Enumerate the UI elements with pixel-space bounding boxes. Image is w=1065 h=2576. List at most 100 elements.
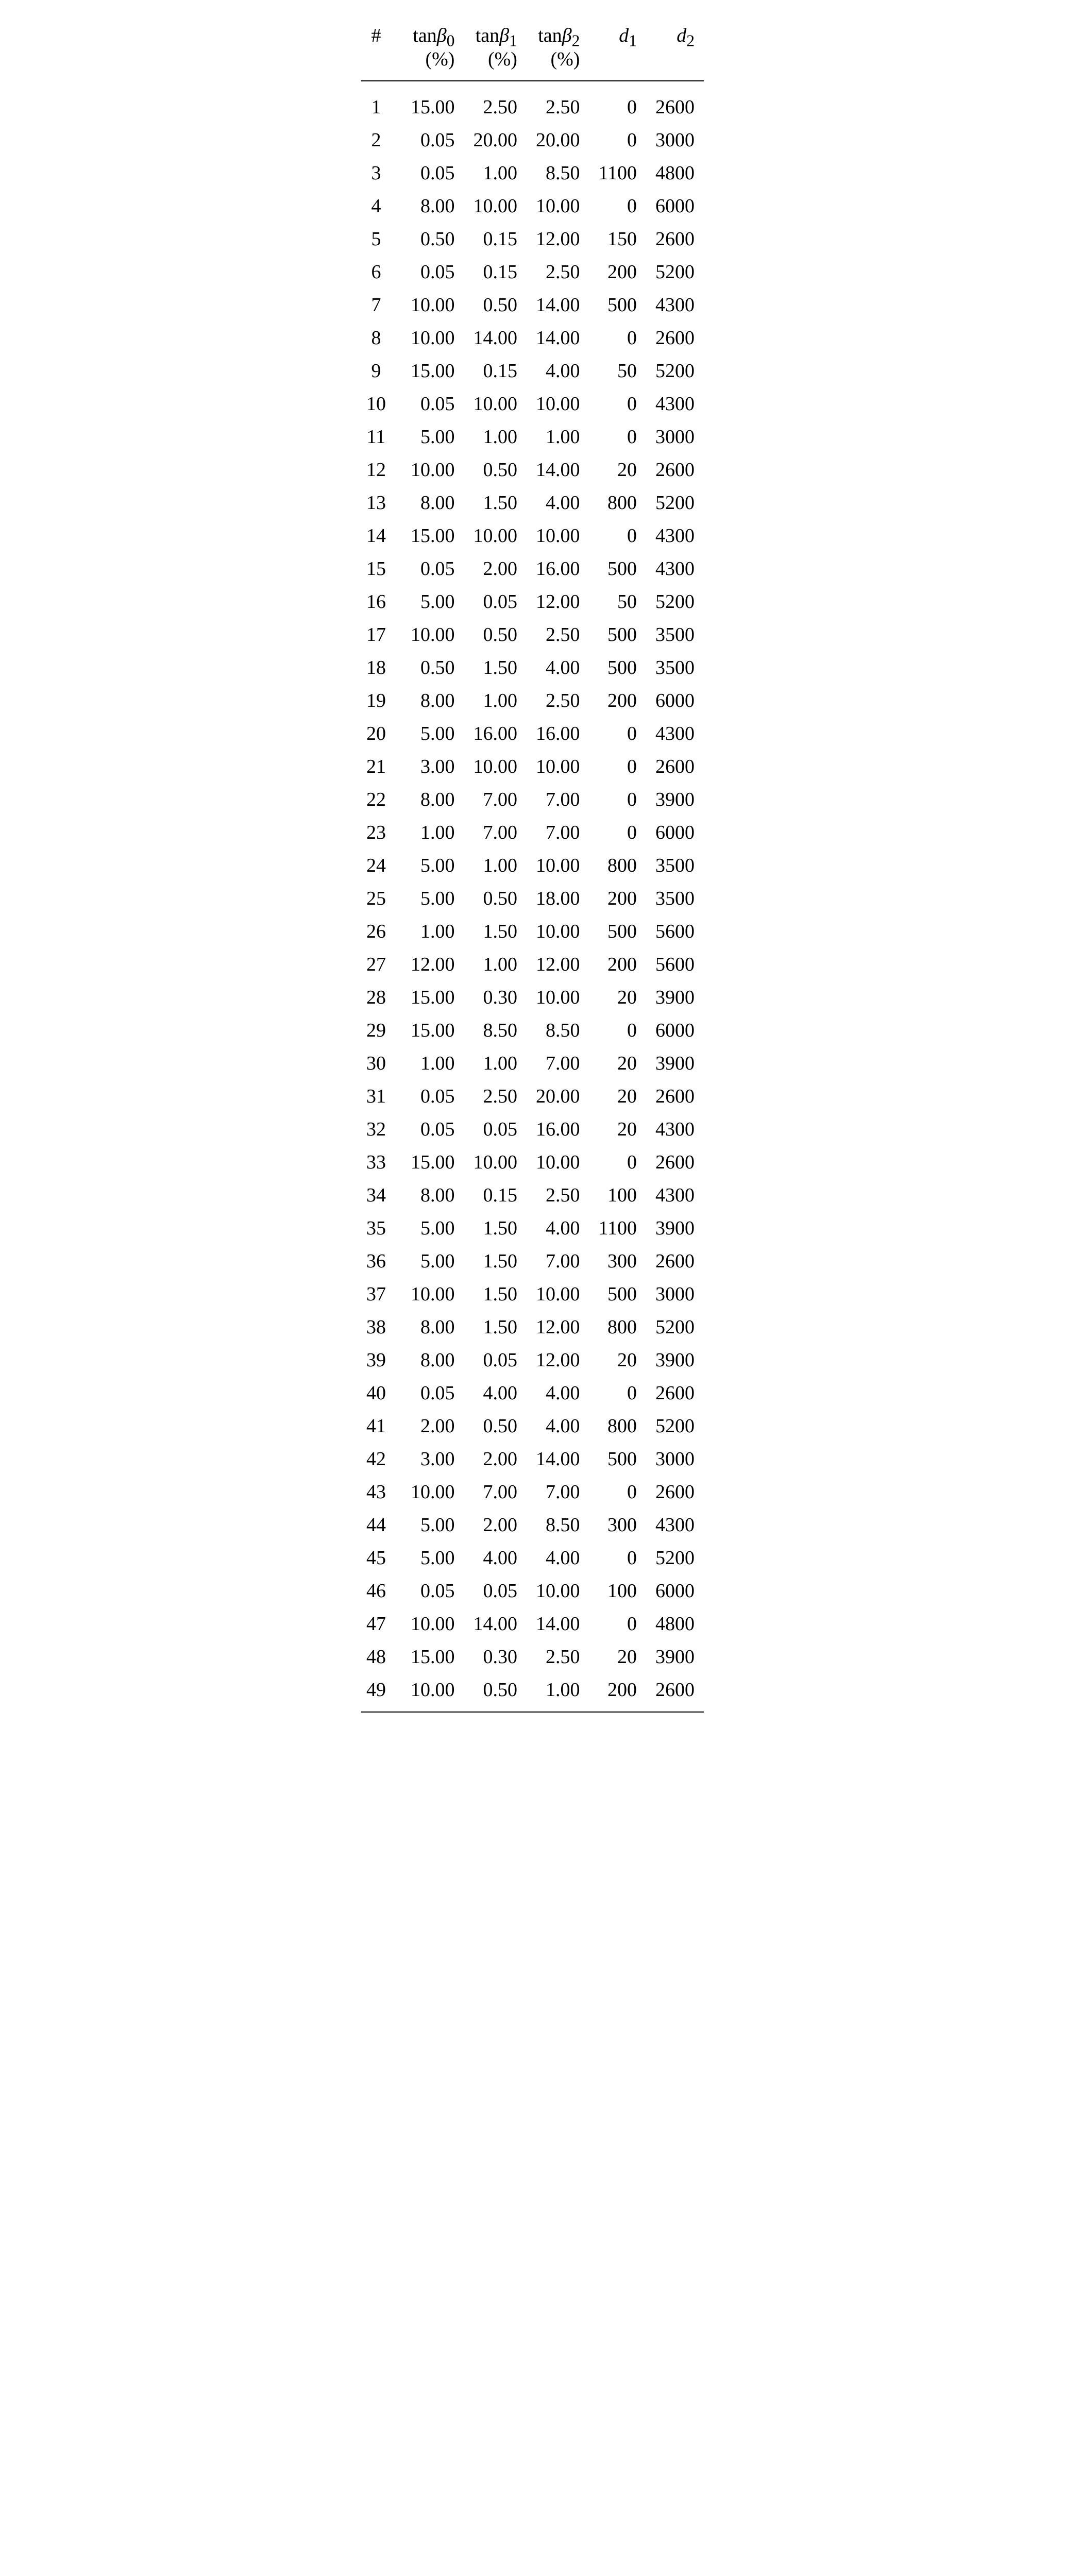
table-cell: 10.00 xyxy=(527,1574,589,1607)
table-cell: 3000 xyxy=(646,1278,704,1311)
table-cell: 10.00 xyxy=(527,519,589,552)
table-cell: 1.50 xyxy=(464,1311,527,1344)
table-cell: 4300 xyxy=(646,289,704,321)
table-cell: 3900 xyxy=(646,1640,704,1673)
table-cell: 5.00 xyxy=(401,1509,464,1541)
table-cell: 12 xyxy=(361,453,401,486)
table-cell: 0.05 xyxy=(401,1377,464,1410)
table-cell: 0.05 xyxy=(464,585,527,618)
table-cell: 20.00 xyxy=(527,124,589,157)
table-cell: 20 xyxy=(361,717,401,750)
table-cell: 1.00 xyxy=(464,948,527,981)
table-cell: 4.00 xyxy=(464,1541,527,1574)
table-cell: 2.50 xyxy=(464,1080,527,1113)
table-cell: 1.00 xyxy=(464,684,527,717)
table-cell: 3000 xyxy=(646,420,704,453)
table-cell: 5200 xyxy=(646,1410,704,1443)
table-cell: 1100 xyxy=(589,157,646,190)
table-cell: 0 xyxy=(589,519,646,552)
table-row: 400.054.004.0002600 xyxy=(361,1377,704,1410)
table-cell: 2600 xyxy=(646,1673,704,1712)
table-cell: 0.15 xyxy=(464,256,527,289)
table-cell: 15 xyxy=(361,552,401,585)
col-label: tanβ2 xyxy=(536,26,580,49)
table-cell: 500 xyxy=(589,1443,646,1476)
table-cell: 21 xyxy=(361,750,401,783)
table-cell: 0 xyxy=(589,1476,646,1509)
table-cell: 45 xyxy=(361,1541,401,1574)
table-cell: 0.05 xyxy=(464,1344,527,1377)
table-cell: 14.00 xyxy=(464,321,527,354)
table-cell: 20 xyxy=(589,1640,646,1673)
table-cell: 4.00 xyxy=(527,651,589,684)
table-cell: 10.00 xyxy=(527,750,589,783)
table-row: 301.001.007.00203900 xyxy=(361,1047,704,1080)
table-cell: 3900 xyxy=(646,1344,704,1377)
table-cell: 0.50 xyxy=(464,1673,527,1712)
table-cell: 5 xyxy=(361,223,401,256)
table-cell: 16.00 xyxy=(527,717,589,750)
table-cell: 1.00 xyxy=(527,1673,589,1712)
col-header-d1: d1 xyxy=(589,21,646,81)
table-cell: 5.00 xyxy=(401,849,464,882)
table-cell: 19 xyxy=(361,684,401,717)
beta-sym: β xyxy=(437,25,447,46)
table-row: 365.001.507.003002600 xyxy=(361,1245,704,1278)
table-cell: 10.00 xyxy=(527,915,589,948)
table-cell: 10.00 xyxy=(401,1278,464,1311)
table-cell: 4800 xyxy=(646,157,704,190)
table-cell: 100 xyxy=(589,1179,646,1212)
table-cell: 26 xyxy=(361,915,401,948)
table-cell: 14.00 xyxy=(527,289,589,321)
table-cell: 3.00 xyxy=(401,750,464,783)
table-cell: 29 xyxy=(361,1014,401,1047)
table-cell: 44 xyxy=(361,1509,401,1541)
table-cell: 8.00 xyxy=(401,1344,464,1377)
header-row: # tanβ0 (%) tanβ1 (%) tanβ2 (%) d1 d2 xyxy=(361,21,704,81)
table-cell: 2600 xyxy=(646,81,704,124)
subscript: 0 xyxy=(447,32,455,50)
table-cell: 32 xyxy=(361,1113,401,1146)
table-cell: 4300 xyxy=(646,1113,704,1146)
table-cell: 0.30 xyxy=(464,981,527,1014)
table-cell: 46 xyxy=(361,1574,401,1607)
d-sym: d xyxy=(677,25,686,46)
table-cell: 14.00 xyxy=(527,321,589,354)
table-cell: 0.50 xyxy=(464,1410,527,1443)
table-cell: 8.50 xyxy=(527,157,589,190)
table-cell: 0.05 xyxy=(464,1574,527,1607)
table-row: 261.001.5010.005005600 xyxy=(361,915,704,948)
table-cell: 2600 xyxy=(646,1377,704,1410)
table-row: 398.000.0512.00203900 xyxy=(361,1344,704,1377)
table-cell: 47 xyxy=(361,1607,401,1640)
table-cell: 7.00 xyxy=(527,1245,589,1278)
table-cell: 0 xyxy=(589,1146,646,1179)
table-row: 1415.0010.0010.0004300 xyxy=(361,519,704,552)
table-cell: 2600 xyxy=(646,321,704,354)
table-row: 255.000.5018.002003500 xyxy=(361,882,704,915)
table-cell: 0.05 xyxy=(401,1574,464,1607)
table-cell: 10.00 xyxy=(464,190,527,223)
table-cell: 13 xyxy=(361,486,401,519)
table-cell: 43 xyxy=(361,1476,401,1509)
table-cell: 7.00 xyxy=(464,783,527,816)
col-header-tanb0: tanβ0 (%) xyxy=(401,21,464,81)
table-cell: 200 xyxy=(589,256,646,289)
table-cell: 14.00 xyxy=(464,1607,527,1640)
table-cell: 2600 xyxy=(646,1245,704,1278)
table-cell: 38 xyxy=(361,1311,401,1344)
table-cell: 39 xyxy=(361,1344,401,1377)
table-row: 50.500.1512.001502600 xyxy=(361,223,704,256)
table-cell: 50 xyxy=(589,354,646,387)
table-cell: 2 xyxy=(361,124,401,157)
table-cell: 7 xyxy=(361,289,401,321)
table-cell: 0 xyxy=(589,750,646,783)
table-cell: 8 xyxy=(361,321,401,354)
table-cell: 27 xyxy=(361,948,401,981)
table-cell: 1.00 xyxy=(464,157,527,190)
table-cell: 500 xyxy=(589,651,646,684)
col-sublabel: (%) xyxy=(536,49,580,70)
table-cell: 2600 xyxy=(646,1080,704,1113)
table-cell: 0.05 xyxy=(401,1080,464,1113)
table-cell: 7.00 xyxy=(527,1476,589,1509)
